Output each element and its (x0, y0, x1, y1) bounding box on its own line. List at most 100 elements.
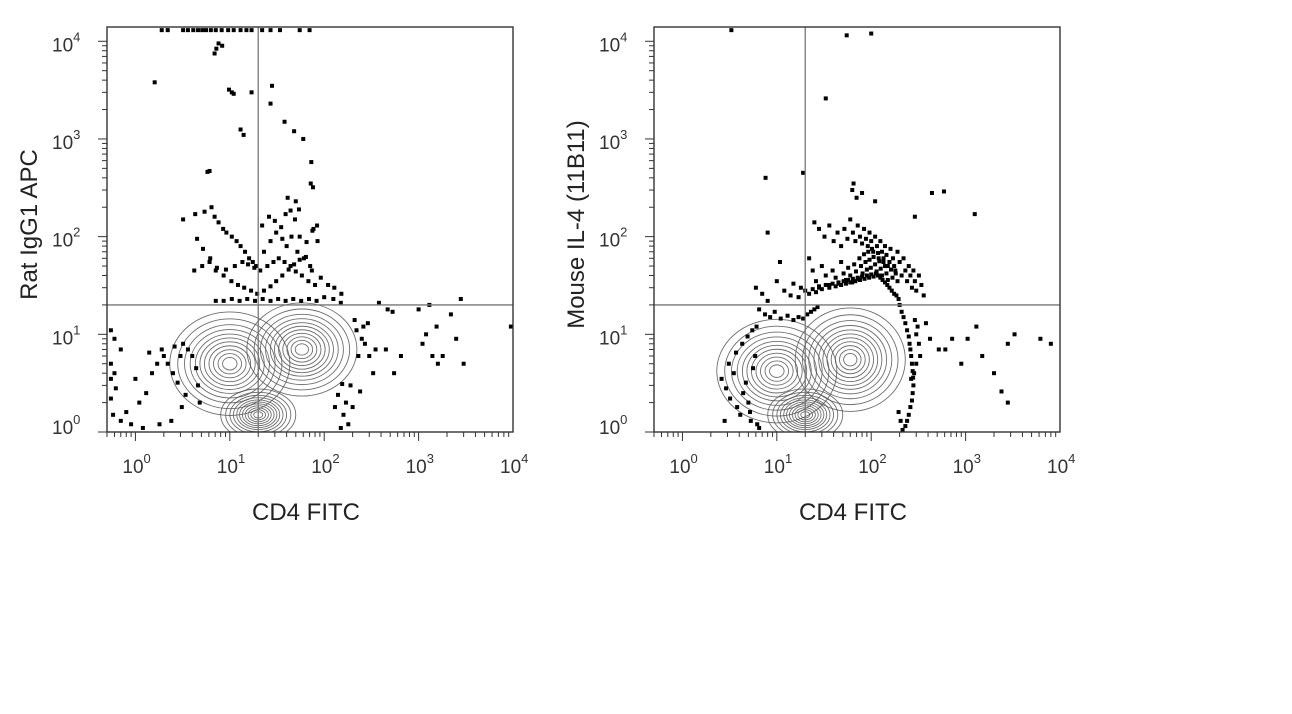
chart-1-contour-1-4 (826, 337, 874, 383)
chart-1-point-25 (845, 236, 850, 241)
chart-1-point-146 (894, 293, 899, 298)
chart-1-point-75 (839, 259, 844, 264)
chart-0-point-147 (448, 312, 453, 317)
chart-0-point-91 (255, 291, 260, 296)
chart-0-point-50 (209, 205, 214, 210)
chart-0-point-157 (352, 318, 357, 323)
chart-0-point-130 (260, 296, 265, 301)
chart-1-point-34 (865, 244, 870, 249)
chart-0-point-201 (178, 353, 183, 358)
chart-0-point-111 (240, 259, 245, 264)
chart-1-point-89 (864, 267, 869, 272)
chart-0-point-116 (271, 259, 276, 264)
chart-0-ytick-label-4: 104 (52, 29, 80, 56)
chart-1-point-214 (914, 332, 919, 337)
chart-0-point-200 (175, 380, 180, 385)
chart-0-point-3 (185, 28, 190, 33)
chart-1-point-176 (741, 391, 746, 396)
chart-0-point-136 (306, 296, 311, 301)
chart-0-point-82 (195, 236, 200, 241)
chart-0-point-22 (216, 41, 221, 46)
chart-1-point-49 (893, 268, 898, 273)
chart-0-point-93 (268, 284, 273, 289)
chart-0-point-214 (195, 383, 200, 388)
chart-0-point-178 (383, 347, 388, 352)
chart-0-point-75 (283, 212, 288, 217)
chart-0-point-98 (297, 257, 302, 262)
chart-0-point-113 (252, 265, 257, 270)
chart-0-point-205 (169, 418, 174, 423)
chart-1-point-110 (895, 279, 900, 284)
chart-1-point-210 (903, 424, 908, 429)
chart-0-point-78 (297, 234, 302, 239)
chart-1-point-149 (760, 291, 765, 296)
chart-1-point-45 (884, 252, 889, 257)
chart-1-point-142 (885, 282, 890, 287)
chart-1-point-98 (877, 259, 882, 264)
chart-0-point-122 (306, 279, 311, 284)
chart-1-point-1 (844, 33, 849, 38)
chart-0-point-115 (265, 264, 270, 269)
chart-1-point-91 (867, 257, 872, 262)
chart-1-point-235 (1048, 341, 1053, 346)
chart-1-point-88 (863, 259, 868, 264)
chart-1-ytick-label-4: 104 (599, 29, 627, 56)
chart-0-point-65 (280, 236, 285, 241)
chart-0-point-88 (235, 282, 240, 287)
chart-1-point-223 (928, 336, 933, 341)
chart-0-point-40 (308, 181, 313, 186)
chart-0-point-8 (208, 28, 213, 33)
chart-0-point-121 (299, 273, 304, 278)
chart-1-point-113 (810, 287, 815, 292)
chart-1-point-171 (724, 386, 729, 391)
chart-1-point-201 (909, 361, 914, 366)
chart-0-point-125 (221, 298, 226, 303)
chart-1-point-189 (722, 418, 727, 423)
chart-0-point-49 (202, 209, 207, 214)
chart-1-ytick-label-1: 101 (599, 322, 627, 349)
chart-1-point-86 (860, 271, 865, 276)
chart-1-point-165 (801, 316, 806, 321)
chart-0-point-63 (268, 239, 273, 244)
chart-0-point-127 (237, 298, 242, 303)
chart-0-contour-1-7 (265, 318, 339, 381)
chart-0-point-169 (340, 382, 345, 387)
chart-1-point-60 (912, 279, 917, 284)
chart-0-point-168 (332, 405, 337, 410)
chart-1-contour-0-2 (760, 356, 794, 386)
chart-1-contour-1-10 (794, 307, 906, 412)
chart-0-ytick-label-3: 103 (52, 127, 80, 154)
chart-0-point-15 (249, 28, 254, 33)
chart-0-point-163 (346, 422, 351, 427)
chart-1-point-76 (841, 271, 846, 276)
chart-0-point-118 (282, 259, 287, 264)
chart-0-point-70 (308, 264, 313, 269)
chart-0-point-215 (197, 400, 202, 405)
chart-1-point-172 (728, 396, 733, 401)
chart-0-point-53 (221, 226, 226, 231)
chart-1-point-180 (751, 366, 756, 371)
chart-0-point-59 (247, 256, 252, 261)
chart-1-xtick-label-2: 102 (858, 451, 886, 478)
chart-1-point-39 (874, 244, 879, 249)
chart-0-point-187 (108, 396, 113, 401)
chart-0-point-148 (458, 296, 463, 301)
chart-1-point-170 (719, 376, 724, 381)
chart-0-point-62 (261, 249, 266, 254)
chart-1-point-36 (869, 239, 874, 244)
chart-1-point-221 (909, 376, 914, 381)
chart-0-point-58 (243, 249, 248, 254)
chart-1-point-70 (823, 273, 828, 278)
chart-1-contour-0-9 (724, 325, 830, 417)
chart-1-point-4 (763, 175, 768, 180)
chart-0-point-109 (223, 267, 228, 272)
chart-0-point-48 (193, 212, 198, 217)
chart-0-point-173 (440, 353, 445, 358)
chart-1-contour-0-4 (750, 348, 803, 394)
chart-0-contour-0-5 (199, 337, 261, 390)
chart-0-point-129 (253, 298, 258, 303)
chart-0-point-146 (434, 324, 439, 329)
chart-1-point-103 (884, 271, 889, 276)
chart-1-point-181 (753, 353, 758, 358)
